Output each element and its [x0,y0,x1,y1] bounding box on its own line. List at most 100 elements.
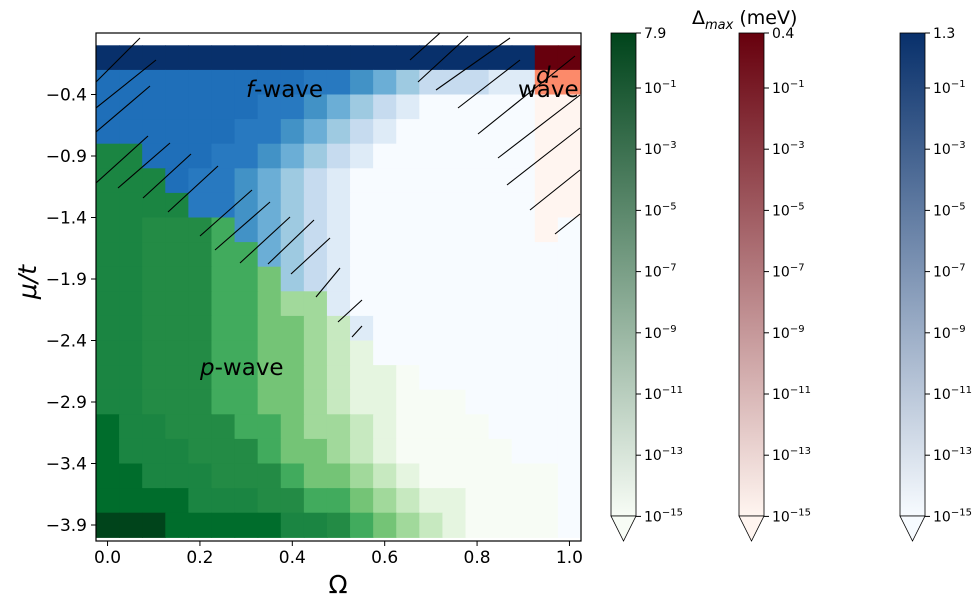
heatmap-cell [96,242,120,268]
heatmap-cell [303,463,328,489]
heatmap-cell [142,192,166,219]
heatmap-cell [257,414,282,440]
x-axis: 0.0 0.2 0.4 0.6 0.8 1.0 [94,541,583,568]
heatmap-cell [511,119,536,145]
heatmap-cell [373,69,397,96]
heatmap-cell [511,414,536,440]
heatmap-cell [119,291,143,317]
heatmap-cell [188,242,213,268]
heatmap-cell [442,143,467,169]
heatmap-cells [96,45,581,538]
heatmap-cell [557,94,581,120]
heatmap-cell [326,488,351,514]
heatmap-cell [396,488,420,514]
heatmap-cell [442,217,467,243]
heatmap-cell [326,315,351,342]
hatch-line [214,201,271,251]
heatmap-cell [142,340,166,366]
heatmap-cell [442,315,467,342]
x-tick-label: 0.2 [186,548,213,568]
heatmap-cell [442,242,467,268]
heatmap-cell [534,315,559,342]
heatmap-cell [442,168,467,194]
heatmap-cell [488,266,513,292]
heatmap-cell [557,69,581,96]
heatmap-cell [557,291,581,317]
heatmap-cell [350,143,374,169]
heatmap-cell [211,168,236,194]
colorbar-tick-label: 10−9 [772,324,805,342]
heatmap-cell [119,94,143,120]
heatmap-cell [373,512,397,538]
heatmap-cell [326,45,351,71]
heatmap-cell [257,143,282,169]
heatmap-cell [350,291,374,317]
heatmap-cell [234,512,259,538]
y-tick-label: −1.9 [46,270,87,290]
heatmap-cell [557,119,581,145]
heatmap-cell [165,463,189,489]
colorbar-p-extend-triangle [610,515,637,542]
heatmap-cell [465,168,490,194]
heatmap-cell [188,69,213,96]
heatmap-cell [303,168,328,194]
heatmap-cell [350,168,374,194]
heatmap-cell [326,266,351,292]
colorbar-tick-label: 10−5 [772,201,805,219]
heatmap-cell [326,340,351,366]
heatmap-cell [442,266,467,292]
heatmap-cell [96,192,120,219]
heatmap-cell [280,389,305,415]
heatmap-cell [557,266,581,292]
heatmap-cell [234,340,259,366]
heatmap-cell [96,266,120,292]
heatmap-cell [211,192,236,219]
colorbar-tick-label: 10−9 [644,324,677,342]
colorbar-tick-label: 10−3 [772,140,805,158]
heatmap-cell [511,365,536,391]
heatmap-cell [442,389,467,415]
heatmap-cell [396,512,420,538]
heatmap-cell [419,414,444,440]
heatmap-cell [488,340,513,366]
heatmap-cell [280,119,305,145]
heatmap-cell [257,242,282,268]
heatmap-cell [96,291,120,317]
x-tick-label: 0.4 [279,548,306,568]
heatmap-cell [119,168,143,194]
heatmap-cell [280,94,305,120]
heatmap-cell [119,463,143,489]
heatmap-cell [188,512,213,538]
heatmap-cell [165,266,189,292]
heatmap-cell [211,45,236,71]
colorbar-tick-label: 10−15 [933,507,972,525]
heatmap-cell [165,45,189,71]
y-tick-label: −0.9 [46,147,87,167]
heatmap-cell [442,291,467,317]
heatmap-cell [511,438,536,465]
heatmap-cell [465,463,490,489]
heatmap-cell [419,192,444,219]
colorbar-d-max-label: 0.4 [772,26,794,42]
heatmap-cell [511,340,536,366]
heatmap-cell [373,488,397,514]
colorbar-tick-label: 10−7 [772,263,805,281]
heatmap-cell [142,414,166,440]
heatmap-cell [350,266,374,292]
heatmap-cell [280,168,305,194]
colorbar-d-extend-triangle [738,515,765,542]
heatmap-cell [165,414,189,440]
heatmap-cell [165,315,189,342]
heatmap-cell [96,168,120,194]
heatmap-cell [396,315,420,342]
heatmap-cell [373,45,397,71]
heatmap-cell [165,389,189,415]
heatmap-cell [211,217,236,243]
heatmap-cell [442,69,467,96]
heatmap-cell [211,291,236,317]
heatmap-cell [96,365,120,391]
colorbar-d-wave: 0.4 10−1 10−3 10−5 10−7 10−9 10−11 10−13 10−15 [738,26,811,542]
colorbar-tick-label: 10−1 [644,79,677,97]
heatmap-cell [396,45,420,71]
heatmap-cell [326,414,351,440]
